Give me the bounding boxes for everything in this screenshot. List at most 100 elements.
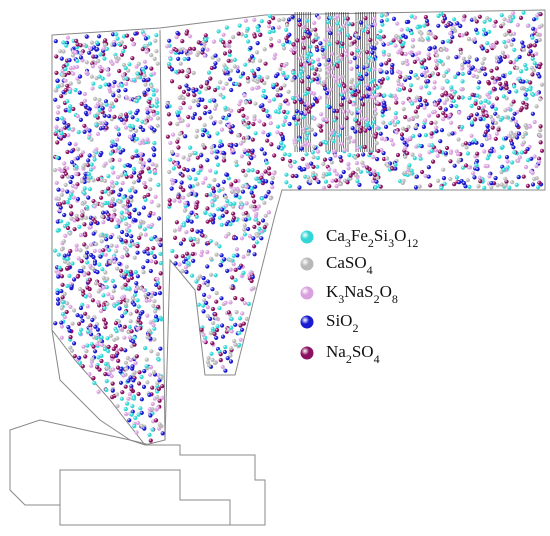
particle bbox=[110, 139, 115, 144]
particle bbox=[165, 101, 170, 106]
particle bbox=[173, 162, 178, 167]
particle bbox=[364, 63, 369, 68]
particle bbox=[54, 155, 60, 160]
particle bbox=[58, 205, 63, 210]
particle bbox=[209, 115, 214, 120]
particle bbox=[534, 91, 539, 96]
particle bbox=[65, 189, 70, 194]
particle bbox=[134, 64, 139, 69]
particle bbox=[256, 67, 261, 72]
legend-swatch bbox=[300, 346, 314, 360]
particle bbox=[336, 133, 341, 138]
particle bbox=[412, 156, 417, 161]
particle bbox=[399, 132, 405, 137]
particle bbox=[470, 92, 475, 97]
particle bbox=[208, 212, 213, 217]
particle bbox=[502, 40, 507, 45]
particle bbox=[319, 128, 324, 133]
particle bbox=[365, 30, 371, 35]
particle bbox=[216, 29, 221, 34]
particle bbox=[284, 172, 289, 177]
particle bbox=[124, 125, 129, 130]
particle bbox=[230, 286, 235, 291]
particle bbox=[56, 187, 61, 192]
particle bbox=[390, 119, 395, 124]
particle bbox=[105, 336, 110, 341]
particle bbox=[185, 168, 190, 173]
particle bbox=[149, 294, 154, 299]
particle bbox=[332, 168, 337, 173]
particle bbox=[75, 196, 81, 202]
particle bbox=[90, 317, 95, 323]
particle bbox=[415, 57, 420, 62]
particle bbox=[281, 17, 286, 22]
particle bbox=[68, 335, 73, 340]
particle bbox=[440, 86, 445, 91]
particle bbox=[213, 61, 218, 66]
particle bbox=[125, 253, 130, 258]
particle bbox=[426, 165, 431, 170]
particle bbox=[510, 180, 515, 185]
particle bbox=[120, 285, 125, 290]
particle bbox=[55, 140, 60, 145]
particle bbox=[154, 314, 159, 319]
particle bbox=[247, 234, 253, 239]
particle bbox=[194, 98, 200, 103]
particle bbox=[452, 182, 457, 187]
particle bbox=[154, 88, 159, 93]
particle bbox=[278, 93, 283, 98]
particle bbox=[201, 276, 206, 281]
particle bbox=[286, 89, 291, 94]
particle bbox=[481, 104, 487, 109]
particle bbox=[242, 93, 247, 98]
particle bbox=[62, 253, 67, 258]
particle bbox=[313, 27, 318, 32]
particle bbox=[419, 102, 424, 108]
particle bbox=[135, 71, 140, 76]
particle bbox=[504, 115, 509, 120]
particle bbox=[306, 86, 311, 92]
particle bbox=[237, 23, 242, 28]
particle bbox=[521, 140, 527, 145]
particle bbox=[233, 267, 238, 272]
particle bbox=[258, 32, 263, 38]
particle bbox=[70, 321, 75, 326]
particle bbox=[154, 33, 159, 38]
particle bbox=[123, 239, 128, 244]
particle bbox=[114, 224, 119, 229]
particle bbox=[420, 64, 425, 69]
particle bbox=[229, 329, 234, 334]
particle bbox=[221, 86, 226, 91]
particle bbox=[227, 39, 232, 44]
particle bbox=[79, 153, 84, 158]
particle bbox=[419, 31, 424, 36]
particle bbox=[188, 46, 193, 52]
particle bbox=[121, 148, 126, 153]
particle bbox=[338, 75, 343, 80]
particle bbox=[271, 29, 276, 34]
particle bbox=[87, 132, 92, 137]
particle bbox=[238, 323, 243, 328]
particle bbox=[321, 174, 326, 179]
particle bbox=[242, 223, 247, 228]
particle bbox=[494, 131, 500, 136]
particle bbox=[493, 176, 498, 181]
particle bbox=[285, 74, 290, 79]
particle bbox=[94, 242, 99, 247]
particle bbox=[408, 171, 413, 176]
particle bbox=[474, 19, 479, 24]
particle bbox=[267, 171, 272, 176]
particle bbox=[250, 54, 255, 59]
particle bbox=[485, 41, 490, 46]
particle bbox=[315, 80, 320, 85]
particle bbox=[288, 158, 293, 164]
particle bbox=[159, 375, 164, 380]
particle bbox=[422, 23, 427, 28]
particle bbox=[257, 226, 262, 231]
particle bbox=[380, 109, 385, 114]
particle bbox=[117, 94, 122, 99]
particle bbox=[140, 165, 145, 170]
particle bbox=[334, 184, 339, 189]
particle bbox=[472, 16, 477, 21]
particle bbox=[311, 102, 316, 107]
